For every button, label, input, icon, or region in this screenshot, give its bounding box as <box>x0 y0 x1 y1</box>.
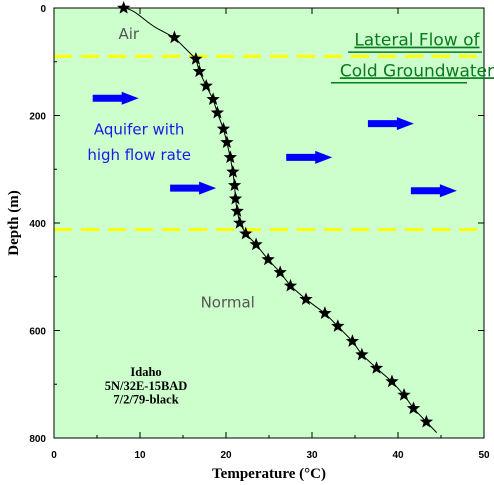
y-tick-label: 200 <box>29 112 46 123</box>
data-point-star <box>406 401 421 415</box>
data-point-star <box>216 121 231 135</box>
aquifer-label-line1: Aquifer with <box>94 120 184 138</box>
y-tick-label: 600 <box>29 327 46 338</box>
y-axis-title: Depth (m) <box>6 190 22 255</box>
data-point-star <box>355 347 369 361</box>
y-tick-label: 0 <box>40 4 46 15</box>
data-point-star <box>233 216 247 229</box>
x-tick-label: 40 <box>392 450 404 461</box>
site-label-line3: 7/2/79-black <box>113 393 178 407</box>
site-label-line2: 5N/32E-15BAD <box>105 379 188 393</box>
data-point-star <box>226 164 240 178</box>
data-point-star <box>397 388 411 401</box>
data-point-star <box>273 265 287 279</box>
data-point-star <box>385 374 399 388</box>
air-label: Air <box>119 25 140 43</box>
data-point-star <box>227 178 242 192</box>
data-point-star <box>239 226 253 240</box>
data-point-star <box>192 64 206 78</box>
data-point-star <box>223 150 237 164</box>
data-point-star <box>228 191 243 205</box>
x-tick-label: 50 <box>478 450 490 461</box>
site-label-line1: Idaho <box>130 365 161 379</box>
flow-arrow <box>170 181 217 195</box>
data-point-star <box>189 52 203 65</box>
data-points <box>117 1 434 428</box>
data-point-star <box>345 334 360 347</box>
flow-arrow <box>92 91 139 105</box>
x-tick-label: 20 <box>220 450 232 461</box>
flow-arrow <box>367 117 414 131</box>
data-point-star <box>299 292 313 305</box>
data-point-star <box>230 204 244 217</box>
data-point-star <box>249 237 263 251</box>
data-point-star <box>283 278 298 292</box>
y-axis-ticks: 0 200 400 600 800 <box>29 4 484 445</box>
data-point-star <box>117 1 131 14</box>
annotation-title-line1: Lateral Flow of <box>354 31 480 51</box>
y-tick-label: 400 <box>29 219 46 230</box>
data-point-star <box>206 92 220 106</box>
plot-frame <box>53 7 485 439</box>
normal-label: Normal <box>201 293 255 311</box>
data-point-star <box>331 319 345 332</box>
reference-lines <box>54 54 484 231</box>
data-point-star <box>369 361 384 374</box>
flow-arrow <box>286 150 333 164</box>
x-tick-label: 30 <box>306 450 318 461</box>
aquifer-label-line2: high flow rate <box>87 146 191 164</box>
data-point-star <box>261 252 275 266</box>
data-point-star <box>199 78 213 92</box>
y-tick-label: 800 <box>29 434 46 445</box>
x-tick-label: 10 <box>134 450 146 461</box>
data-point-star <box>220 135 234 149</box>
data-point-star <box>419 414 434 428</box>
flow-arrow <box>410 184 457 198</box>
x-axis-title: Temperature (°C) <box>212 466 326 482</box>
x-tick-label: 0 <box>51 450 57 461</box>
flow-arrows <box>92 91 457 198</box>
data-point-star <box>167 30 182 44</box>
data-point-star <box>318 306 332 319</box>
data-point-star <box>210 105 225 119</box>
plot-area <box>54 8 484 438</box>
annotation-title-line2: Cold Groundwater <box>340 61 494 81</box>
